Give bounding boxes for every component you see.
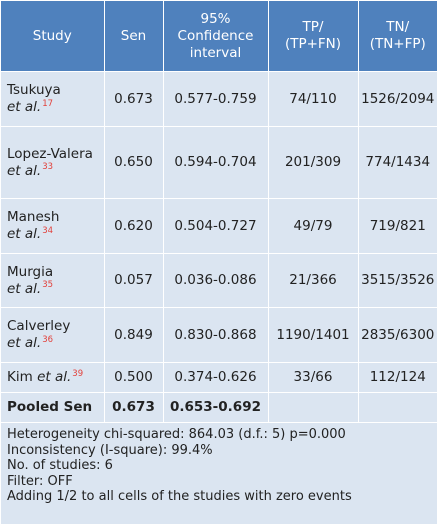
table-row: Lopez-Valera et al.33 0.650 0.594-0.704 … (1, 126, 437, 199)
study-etal: et al. (7, 162, 42, 179)
header-sen: Sen (104, 1, 164, 72)
header-row: Study Sen 95% Confidence interval TP/ (T… (1, 1, 437, 72)
ci-cell: 0.830-0.868 (163, 307, 269, 363)
statistics-footer: Heterogeneity chi-squared: 864.03 (d.f.:… (1, 422, 437, 524)
study-etal: et al. (37, 369, 72, 385)
sen-cell: 0.500 (104, 362, 164, 393)
header-ci-line2: Confidence (177, 27, 254, 44)
header-tp-line2: (TP+FN) (284, 36, 342, 52)
study-etal: et al. (7, 280, 42, 297)
filter-line: Filter: OFF (7, 473, 73, 489)
pooled-tp-empty (268, 392, 359, 422)
study-etal: et al. (7, 226, 42, 242)
header-study: Study (1, 1, 105, 72)
tn-cell: 2835/6300 (358, 307, 437, 363)
header-tn: TN/ (TN+FP) (358, 1, 437, 72)
tn-cell: 3515/3526 (358, 253, 437, 308)
pooled-tn-empty (358, 392, 437, 422)
table-row: Tsukuya et al.17 0.673 0.577-0.759 74/11… (1, 71, 437, 127)
study-cell: Murgia et al.35 (1, 253, 105, 308)
tn-cell: 1526/2094 (358, 71, 437, 127)
table-row: Kim et al.39 0.500 0.374-0.626 33/66 112… (1, 362, 437, 393)
study-etal: et al. (7, 99, 42, 115)
tp-cell: 33/66 (268, 362, 359, 393)
sen-cell: 0.849 (104, 307, 164, 363)
study-count-line: No. of studies: 6 (7, 458, 113, 474)
sen-cell: 0.057 (104, 253, 164, 308)
reference-number: 34 (42, 225, 54, 236)
reference-number: 36 (42, 334, 54, 345)
ci-cell: 0.594-0.704 (163, 126, 269, 199)
sen-cell: 0.673 (104, 71, 164, 127)
ci-cell: 0.504-0.727 (163, 198, 269, 254)
study-etal: et al. (7, 335, 42, 351)
table-row: Manesh et al.34 0.620 0.504-0.727 49/79 … (1, 198, 437, 254)
study-cell: Manesh et al.34 (1, 198, 105, 254)
header-tn-line1: TN/ (386, 19, 410, 35)
reference-number: 35 (42, 280, 54, 290)
tp-cell: 21/366 (268, 253, 359, 308)
ci-cell: 0.036-0.086 (163, 253, 269, 308)
study-cell: Lopez-Valera et al.33 (1, 126, 105, 199)
tp-cell: 49/79 (268, 198, 359, 254)
header-ci-line1: 95% (200, 10, 231, 27)
study-cell: Calverley et al.36 (1, 307, 105, 363)
study-name: Manesh (7, 209, 60, 225)
pooled-ci: 0.653-0.692 (163, 392, 269, 422)
sen-cell: 0.650 (104, 126, 164, 199)
tn-cell: 774/1434 (358, 126, 437, 199)
header-tp-line1: TP/ (302, 19, 324, 35)
study-name: Murgia (7, 263, 54, 280)
pooled-label: Pooled Sen (1, 392, 105, 422)
sen-cell: 0.620 (104, 198, 164, 254)
reference-number: 33 (42, 162, 54, 172)
ci-cell: 0.577-0.759 (163, 71, 269, 127)
study-cell: Tsukuya et al.17 (1, 71, 105, 127)
tn-cell: 719/821 (358, 198, 437, 254)
pooled-row: Pooled Sen 0.673 0.653-0.692 (1, 392, 437, 422)
inconsistency-line: Inconsistency (I-square): 99.4% (7, 442, 213, 458)
header-tp: TP/ (TP+FN) (268, 1, 359, 72)
tp-cell: 201/309 (268, 126, 359, 199)
tn-cell: 112/124 (358, 362, 437, 393)
study-name: Tsukuya (7, 82, 61, 98)
heterogeneity-line: Heterogeneity chi-squared: 864.03 (d.f.:… (7, 427, 346, 442)
zero-events-note: Adding 1/2 to all cells of the studies w… (7, 489, 352, 505)
pooled-sen: 0.673 (104, 392, 164, 422)
study-name: Kim (7, 369, 33, 385)
table-row: Murgia et al.35 0.057 0.036-0.086 21/366… (1, 253, 437, 308)
tp-cell: 1190/1401 (268, 307, 359, 363)
header-ci-line3: interval (189, 44, 242, 61)
ci-cell: 0.374-0.626 (163, 362, 269, 393)
sensitivity-table: Study Sen 95% Confidence interval TP/ (T… (1, 1, 437, 422)
header-tn-line2: (TN+FP) (369, 36, 426, 52)
study-name: Calverley (7, 318, 71, 334)
study-cell: Kim et al.39 (1, 362, 105, 393)
reference-number: 17 (42, 98, 54, 109)
table-row: Calverley et al.36 0.849 0.830-0.868 119… (1, 307, 437, 363)
study-name: Lopez-Valera (7, 145, 93, 162)
reference-number: 39 (72, 368, 84, 379)
header-ci: 95% Confidence interval (163, 1, 269, 72)
tp-cell: 74/110 (268, 71, 359, 127)
